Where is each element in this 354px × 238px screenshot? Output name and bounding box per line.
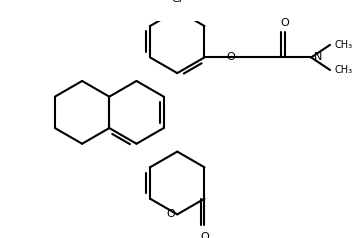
Text: O: O bbox=[166, 209, 175, 219]
Text: O: O bbox=[280, 18, 289, 28]
Text: O: O bbox=[200, 232, 209, 238]
Text: CH₃: CH₃ bbox=[335, 40, 353, 50]
Text: O: O bbox=[227, 52, 235, 62]
Text: N: N bbox=[313, 52, 322, 62]
Text: CH₃: CH₃ bbox=[335, 65, 353, 75]
Text: Cl: Cl bbox=[172, 0, 183, 4]
